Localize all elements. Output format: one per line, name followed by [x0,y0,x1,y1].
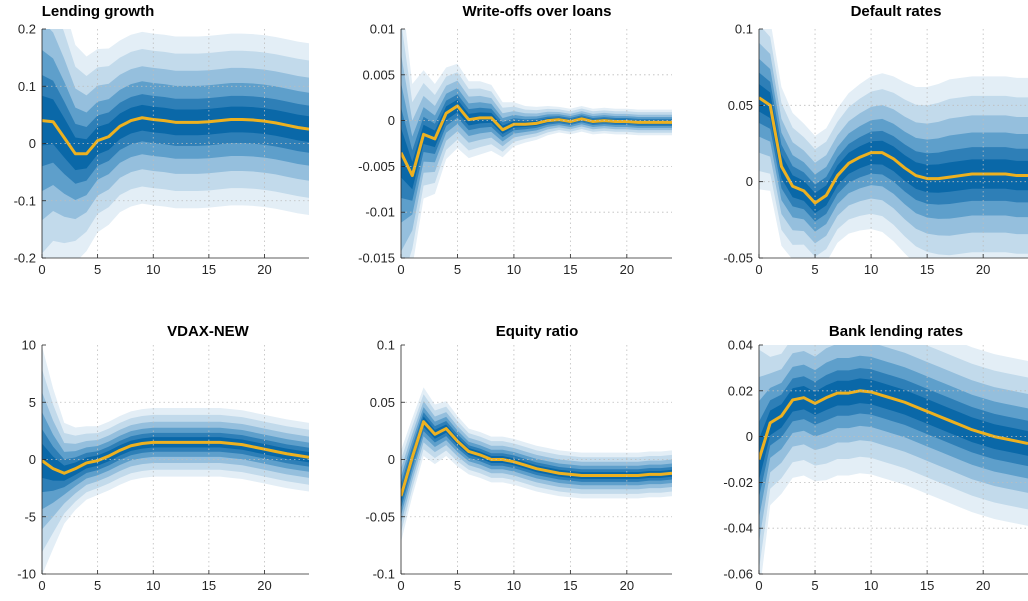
fan-band-6 [759,378,1028,481]
x-tick-label: 20 [620,578,634,593]
x-tick-label: 10 [146,578,160,593]
y-tick-label: -0.02 [723,475,753,490]
y-tick-label: 0 [29,452,36,467]
plot-area [401,387,672,542]
y-tick-label: 0.1 [735,22,753,37]
fan-band-3 [42,391,309,530]
y-tick-label: 0.04 [728,338,753,353]
panel-bank-lending-rates: Bank lending rates 0 5 10 15 20 -0.06 -0.04 -0.… [723,323,1028,593]
panel-vdax-new: VDAX-NEW 0 5 10 15 20 -10 -5 0 5 10 [17,323,309,593]
x-tick-label: 15 [563,578,577,593]
x-tick-label: 10 [864,578,878,593]
x-tick-label: 5 [454,578,461,593]
fan-band-6 [759,83,1028,214]
panel-lending-growth: Lending growth 0 5 10 15 20 -0.2 -0.1 0 0.1 0.2 [14,3,309,277]
median-line [42,116,309,156]
x-tick-label: 10 [146,262,160,277]
y-tick-label: 0 [388,113,395,128]
y-tick-label: -0.1 [373,567,395,582]
plot-area [42,29,309,258]
x-tick-label: 5 [454,262,461,277]
plot-area [42,346,309,574]
plot-area [759,29,1028,258]
y-tick-label: 0.1 [18,79,36,94]
x-tick-label: 15 [563,262,577,277]
x-tick-label: 15 [202,262,216,277]
x-tick-label: 10 [507,578,521,593]
x-tick-label: 0 [755,578,762,593]
x-tick-label: 5 [811,578,818,593]
y-tick-label: 10 [22,338,36,353]
x-tick-label: 0 [38,262,45,277]
x-tick-label: 5 [94,262,101,277]
x-tick-label: 0 [397,578,404,593]
x-tick-label: 20 [976,578,990,593]
y-tick-label: 0.02 [728,383,753,398]
y-tick-label: -0.06 [723,567,753,582]
median-line [401,104,672,178]
x-tick-label: 15 [920,578,934,593]
panel-title: Bank lending rates [829,323,963,340]
plot-area [759,345,1028,574]
x-tick-label: 10 [864,262,878,277]
x-tick-label: 20 [257,578,271,593]
fan-band-3 [401,53,672,252]
fan-band-4 [401,407,672,516]
y-tick-label: 0.2 [18,22,36,37]
y-tick-label: -5 [24,509,36,524]
y-tick-label: -0.01 [365,205,395,220]
x-tick-label: 10 [507,262,521,277]
y-tick-label: -10 [17,567,36,582]
panel-equity-ratio: Equity ratio 0 5 10 15 20 -0.1 -0.05 0 0.05 0.1 [365,323,672,593]
panel-title: Lending growth [42,3,154,20]
panel-write-offs-over-loans: Write-offs over loans 0 5 10 15 20 -0.015 -0.0… [358,3,672,277]
x-tick-label: 5 [811,262,818,277]
y-tick-label: 0 [29,136,36,151]
fan-band-6 [42,437,309,481]
y-tick-label: -0.05 [365,509,395,524]
x-tick-label: 20 [976,262,990,277]
y-tick-label: 0.1 [377,338,395,353]
x-tick-label: 15 [202,578,216,593]
x-tick-label: 0 [397,262,404,277]
y-tick-label: 0 [746,174,753,189]
fan-band-6 [42,95,309,171]
y-tick-label: 0 [388,452,395,467]
x-tick-label: 0 [755,262,762,277]
y-tick-label: 0 [746,429,753,444]
y-tick-label: 5 [29,395,36,410]
y-tick-label: -0.04 [723,521,753,536]
panel-title: Equity ratio [496,323,579,340]
x-tick-label: 15 [920,262,934,277]
fan-band-1 [401,29,672,258]
y-tick-label: -0.005 [358,159,395,174]
x-tick-label: 5 [94,578,101,593]
y-tick-label: -0.2 [14,251,36,266]
x-tick-label: 0 [38,578,45,593]
y-tick-label: 0.005 [362,67,395,82]
panel-title: Write-offs over loans [463,3,612,20]
y-tick-label: -0.1 [14,193,36,208]
x-tick-label: 20 [620,262,634,277]
y-tick-label: 0.05 [728,98,753,113]
x-tick-label: 20 [257,262,271,277]
y-tick-label: -0.05 [723,251,753,266]
y-tick-label: -0.015 [358,251,395,266]
panel-title: VDAX-NEW [167,323,250,340]
median-line [759,389,1028,460]
y-tick-label: 0.05 [370,395,395,410]
y-tick-label: 0.01 [370,22,395,37]
panel-title: Default rates [851,3,942,20]
